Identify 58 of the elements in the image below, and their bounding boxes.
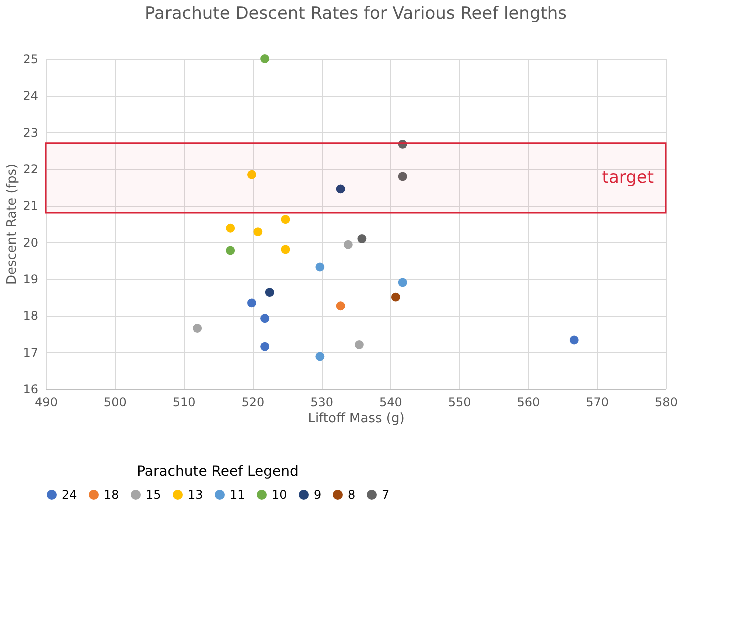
- point: [398, 278, 408, 288]
- x-tick-label: 550: [448, 396, 472, 410]
- x-tick-label: 540: [379, 396, 402, 410]
- x-tick-label: 560: [517, 396, 540, 410]
- x-axis-title: Liftoff Mass (g): [308, 412, 405, 426]
- point: [226, 224, 236, 233]
- point: [226, 246, 236, 256]
- legend-label: 10: [272, 488, 288, 502]
- y-tick-label: 17: [23, 346, 38, 360]
- legend-label: 7: [382, 488, 390, 502]
- point: [265, 288, 274, 298]
- y-tick-label: 25: [23, 52, 38, 66]
- x-tick-label: 490: [35, 396, 58, 410]
- legend-label: 9: [314, 488, 322, 502]
- point: [260, 342, 270, 352]
- point: [281, 245, 290, 254]
- legend-label: 15: [146, 488, 162, 502]
- legend-label: 13: [188, 488, 204, 502]
- point: [260, 54, 270, 64]
- y-tick-label: 24: [23, 89, 38, 104]
- point: [193, 324, 202, 333]
- y-tick-label: 22: [23, 162, 38, 176]
- legend-label: 18: [104, 488, 120, 502]
- point: [570, 336, 579, 345]
- point: [358, 234, 367, 244]
- x-tick-label: 500: [104, 396, 127, 410]
- point: [344, 240, 353, 250]
- point: [398, 140, 408, 149]
- y-tick-label: 21: [23, 199, 38, 214]
- point: [316, 352, 325, 362]
- chart-title: Parachute Descent Rates for Various Reef lengths: [144, 4, 568, 24]
- x-tick-label: 530: [310, 396, 334, 410]
- legend-label: 24: [62, 488, 78, 502]
- y-tick-label: 19: [23, 272, 38, 286]
- y-tick-label: 20: [23, 236, 38, 250]
- legend-label: 8: [348, 488, 356, 502]
- y-tick-label: 23: [23, 126, 38, 140]
- y-tick-label: 16: [23, 382, 38, 396]
- point: [254, 228, 263, 237]
- x-tick-label: 580: [655, 396, 678, 410]
- point: [336, 184, 346, 194]
- point: [248, 170, 256, 180]
- point: [281, 215, 290, 224]
- band-label: target: [602, 168, 654, 188]
- point: [248, 298, 256, 308]
- point: [398, 172, 408, 182]
- x-tick-label: 520: [242, 396, 265, 410]
- point: [316, 262, 325, 272]
- legend-label: 11: [230, 488, 246, 502]
- point: [391, 292, 400, 302]
- y-tick-label: 18: [23, 309, 38, 324]
- y-axis-title: Descent Rate (fps): [5, 164, 20, 286]
- legend-title: Parachute Reef Legend: [137, 464, 299, 480]
- point: [336, 302, 346, 311]
- x-tick-label: 510: [172, 396, 196, 410]
- point: [260, 314, 270, 324]
- x-tick-label: 570: [586, 396, 610, 410]
- point: [354, 340, 364, 350]
